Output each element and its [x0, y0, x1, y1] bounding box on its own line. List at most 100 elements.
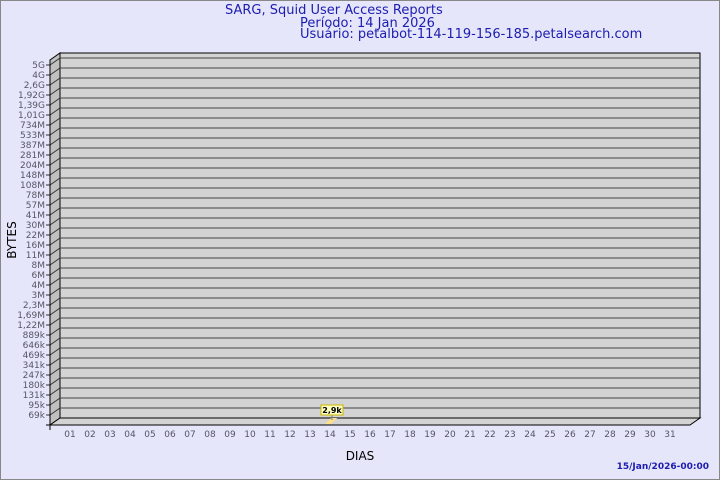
gridline-side	[49, 297, 61, 306]
gridline-side	[49, 327, 61, 336]
x-tick-label: 13	[304, 430, 315, 440]
bar-day-14	[325, 418, 337, 424]
y-tick-label: 646k	[23, 341, 46, 351]
x-tick-label: 11	[264, 430, 275, 440]
y-tick-label: 1,39G	[18, 101, 45, 111]
x-tick-label: 03	[104, 430, 115, 440]
x-tick-label: 16	[364, 430, 376, 440]
x-tick-label: 07	[184, 430, 195, 440]
x-tick-label: 12	[284, 430, 295, 440]
y-tick-label: 469k	[23, 351, 46, 361]
y-tick-label: 131k	[23, 391, 46, 401]
y-tick-label: 57M	[26, 201, 45, 211]
gridline-side	[49, 367, 61, 376]
y-tick-label: 16M	[26, 241, 45, 251]
x-tick-label: 27	[584, 430, 595, 440]
y-tick-label: 533M	[20, 131, 45, 141]
y-tick-label: 387M	[20, 141, 45, 151]
period-label: Período: 14 Jan 2026	[300, 16, 435, 31]
y-tick-label: 1,92G	[18, 91, 45, 101]
y-tick-label: 1,01G	[18, 111, 45, 121]
y-tick-label: 2,3M	[23, 301, 45, 311]
bar-data-label: 2,9k	[322, 406, 342, 415]
x-tick-label: 05	[144, 430, 155, 440]
floor	[48, 417, 702, 426]
y-tick-label: 180k	[23, 381, 46, 391]
gridline-side	[49, 77, 61, 86]
gridline-side	[49, 147, 61, 156]
gridline-side	[49, 107, 61, 116]
gridline-side	[49, 217, 61, 226]
x-tick-label: 17	[384, 430, 395, 440]
x-tick-label: 02	[84, 430, 95, 440]
x-tick-label: 19	[424, 430, 436, 440]
y-tick-label: 11M	[26, 251, 45, 261]
x-tick-label: 21	[464, 430, 475, 440]
x-axis-title: DIAS	[346, 449, 375, 463]
x-tick-label: 20	[444, 430, 456, 440]
y-tick-label: 8M	[32, 261, 46, 271]
y-tick-label: 95k	[28, 401, 45, 411]
y-tick-label: 148M	[20, 171, 45, 181]
x-tick-label: 14	[324, 430, 336, 440]
chart-title: SARG, Squid User Access Reports	[225, 3, 443, 18]
gridline-side	[49, 407, 61, 416]
x-tick-label: 06	[164, 430, 176, 440]
x-tick-label: 08	[204, 430, 216, 440]
x-tick-label: 01	[64, 430, 75, 440]
gridline-side	[49, 87, 61, 96]
gridline-side	[49, 397, 61, 406]
gridline-side	[49, 127, 61, 136]
gridline-side	[49, 187, 61, 196]
gridline-side	[49, 357, 61, 366]
x-tick-label: 24	[524, 430, 536, 440]
x-tick-label: 31	[664, 430, 675, 440]
gridline-side	[49, 387, 61, 396]
y-axis-title: BYTES	[5, 221, 19, 258]
gridline-side	[49, 177, 61, 186]
x-tick-label: 22	[484, 430, 495, 440]
gridline-side	[49, 57, 61, 66]
y-tick-label: 5G	[32, 61, 45, 71]
gridline-side	[49, 227, 61, 236]
y-tick-label: 204M	[20, 161, 45, 171]
y-tick-label: 41M	[26, 211, 45, 221]
gridline-side	[49, 347, 61, 356]
y-tick-label: 22M	[26, 231, 45, 241]
y-tick-label: 6M	[32, 271, 46, 281]
gridline-side	[49, 167, 61, 176]
y-tick-label: 30M	[26, 221, 45, 231]
y-tick-label: 4M	[32, 281, 46, 291]
generated-timestamp: 15/Jan/2026-00:00	[616, 462, 709, 472]
x-tick-label: 26	[564, 430, 576, 440]
y-tick-label: 78M	[26, 191, 45, 201]
user-label: Usuário: petalbot-114-119-156-185.petals…	[300, 27, 643, 42]
x-tick-label: 29	[624, 430, 636, 440]
gridline-side	[49, 337, 61, 346]
y-tick-label: 281M	[20, 151, 45, 161]
y-tick-label: 1,22M	[17, 321, 45, 331]
bar-label-box	[320, 404, 344, 416]
gridline-side	[49, 67, 61, 76]
gridline-side	[49, 157, 61, 166]
y-tick-label: 1,69M	[17, 311, 45, 321]
x-tick-label: 23	[504, 430, 515, 440]
back-wall	[59, 52, 701, 419]
gridline-side	[49, 197, 61, 206]
y-tick-label: 69k	[28, 411, 45, 421]
gridline-side	[49, 267, 61, 276]
y-tick-label: 247k	[23, 371, 46, 381]
y-tick-label: 2,6G	[24, 81, 45, 91]
x-tick-label: 04	[124, 430, 136, 440]
y-tick-label: 3M	[32, 291, 46, 301]
gridline-side	[49, 287, 61, 296]
gridline-side	[49, 277, 61, 286]
gridline-side	[49, 137, 61, 146]
x-tick-label: 28	[604, 430, 616, 440]
x-tick-label: 09	[224, 430, 236, 440]
gridline-side	[49, 257, 61, 266]
gridline-side	[49, 117, 61, 126]
gridline-side	[49, 377, 61, 386]
x-tick-label: 25	[544, 430, 555, 440]
